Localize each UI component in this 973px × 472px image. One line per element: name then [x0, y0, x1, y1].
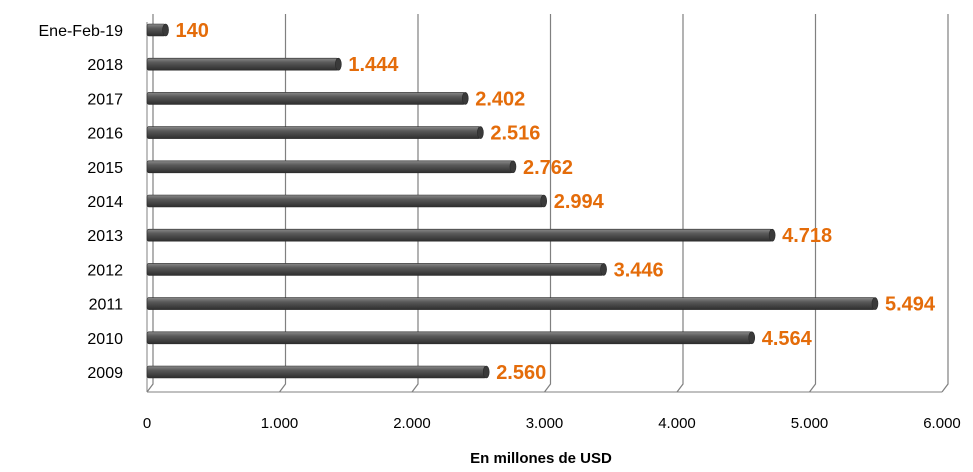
category-label: Ene-Feb-19 — [39, 23, 124, 40]
category-label: 2013 — [87, 228, 123, 245]
x-tick-label: 2.000 — [393, 415, 431, 432]
x-tick-label: 3.000 — [526, 415, 564, 432]
category-label: 2018 — [87, 57, 123, 74]
category-label: 2014 — [87, 194, 123, 211]
data-label: 140 — [176, 20, 209, 42]
data-label: 2.516 — [490, 123, 540, 145]
bar-end-cap — [482, 365, 490, 379]
bar — [146, 228, 773, 242]
x-axis-title: En millones de USD — [470, 450, 612, 467]
data-label: 2.402 — [475, 88, 525, 110]
category-label: 2016 — [87, 126, 123, 143]
bar — [146, 263, 604, 276]
bar-end-cap — [477, 126, 484, 139]
bar-end-cap — [871, 297, 879, 310]
category-label: 2012 — [87, 262, 123, 279]
data-label: 2.994 — [554, 191, 605, 213]
gridline — [941, 14, 949, 393]
data-label: 5.494 — [885, 294, 936, 316]
x-tick-label: 5.000 — [791, 415, 829, 432]
x-tick-label: 6.000 — [923, 415, 961, 432]
bar — [146, 331, 753, 345]
data-label: 2.560 — [496, 362, 546, 384]
bar — [146, 194, 545, 208]
bar — [146, 57, 339, 71]
gridline — [544, 14, 552, 393]
data-label: 3.446 — [614, 259, 664, 281]
data-label: 1.444 — [348, 54, 399, 76]
bar-end-cap — [600, 263, 607, 276]
bar-end-cap — [335, 57, 342, 71]
category-label: 2015 — [87, 160, 123, 177]
bar — [146, 297, 876, 310]
x-tick-label: 1.000 — [261, 415, 299, 432]
gridline — [809, 14, 817, 393]
x-tick-label: 4.000 — [658, 415, 696, 432]
bar-layer — [146, 23, 879, 379]
category-label: 2011 — [89, 297, 124, 314]
category-label: 2017 — [87, 91, 123, 108]
bar-end-cap — [461, 92, 469, 105]
gridline — [676, 14, 684, 393]
bar — [146, 160, 514, 174]
bar-end-cap — [509, 160, 517, 174]
data-label: 4.718 — [782, 225, 832, 247]
bar-end-cap — [540, 194, 548, 208]
x-tick-label: 0 — [143, 415, 151, 432]
bar-end-cap — [748, 331, 756, 345]
bar — [146, 365, 487, 379]
category-label: 2009 — [87, 365, 123, 382]
label-layer: 0 1.000 2.000 3.000 4.000 5.000 6.000 Ene-Feb-1… — [39, 20, 961, 432]
data-label: 4.564 — [762, 328, 813, 350]
bar — [146, 126, 481, 139]
data-label: 2.762 — [523, 157, 573, 179]
category-label: 2010 — [87, 331, 123, 348]
bar — [146, 92, 466, 105]
bar-end-cap — [768, 228, 776, 242]
bar-end-cap — [162, 23, 169, 37]
